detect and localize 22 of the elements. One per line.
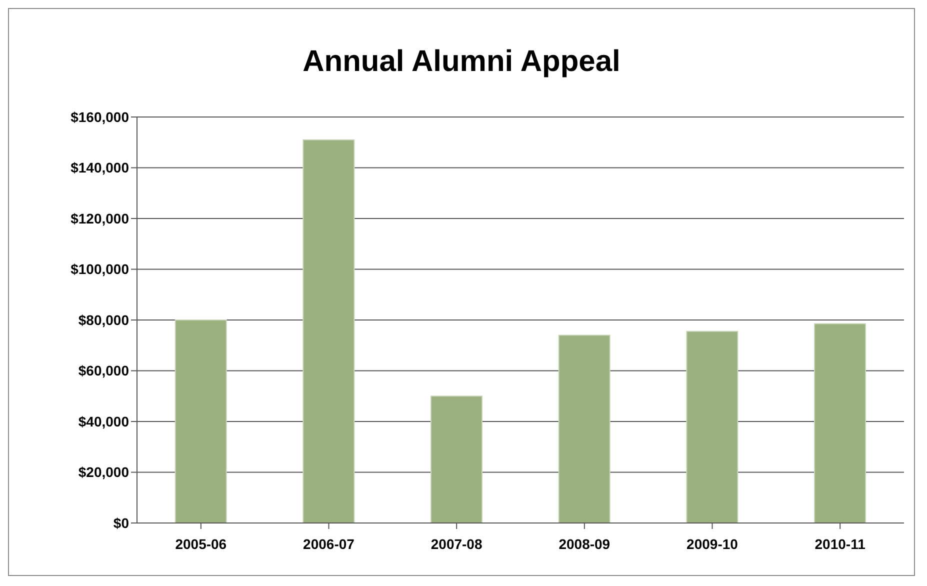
x-tick-label: 2007-08: [430, 536, 482, 552]
bar: [686, 330, 738, 523]
bar: [558, 334, 610, 523]
x-tick-label: 2009-10: [686, 536, 738, 552]
y-tick-label: $40,000: [78, 413, 130, 430]
y-tick-label: $160,000: [70, 108, 130, 125]
bar: [174, 320, 227, 523]
x-tick-label: 2006-07: [303, 536, 355, 552]
x-tick-label: 2008-09: [558, 536, 610, 552]
bar: [814, 323, 866, 523]
y-tick-label: $140,000: [70, 160, 130, 176]
bar: [430, 396, 483, 523]
x-tick-label: 2005-06: [175, 536, 227, 552]
chart-title: Annual Alumni Appeal: [302, 45, 622, 79]
y-tick-label: $0: [113, 514, 130, 531]
x-tick-label: 2010-11: [814, 536, 866, 552]
y-tick-label: $120,000: [70, 210, 130, 226]
y-tick-label: $60,000: [78, 362, 130, 379]
y-tick-label: $100,000: [70, 261, 130, 278]
bar: [302, 139, 355, 523]
y-tick-label: $20,000: [78, 464, 130, 480]
y-tick-label: $80,000: [78, 312, 130, 328]
